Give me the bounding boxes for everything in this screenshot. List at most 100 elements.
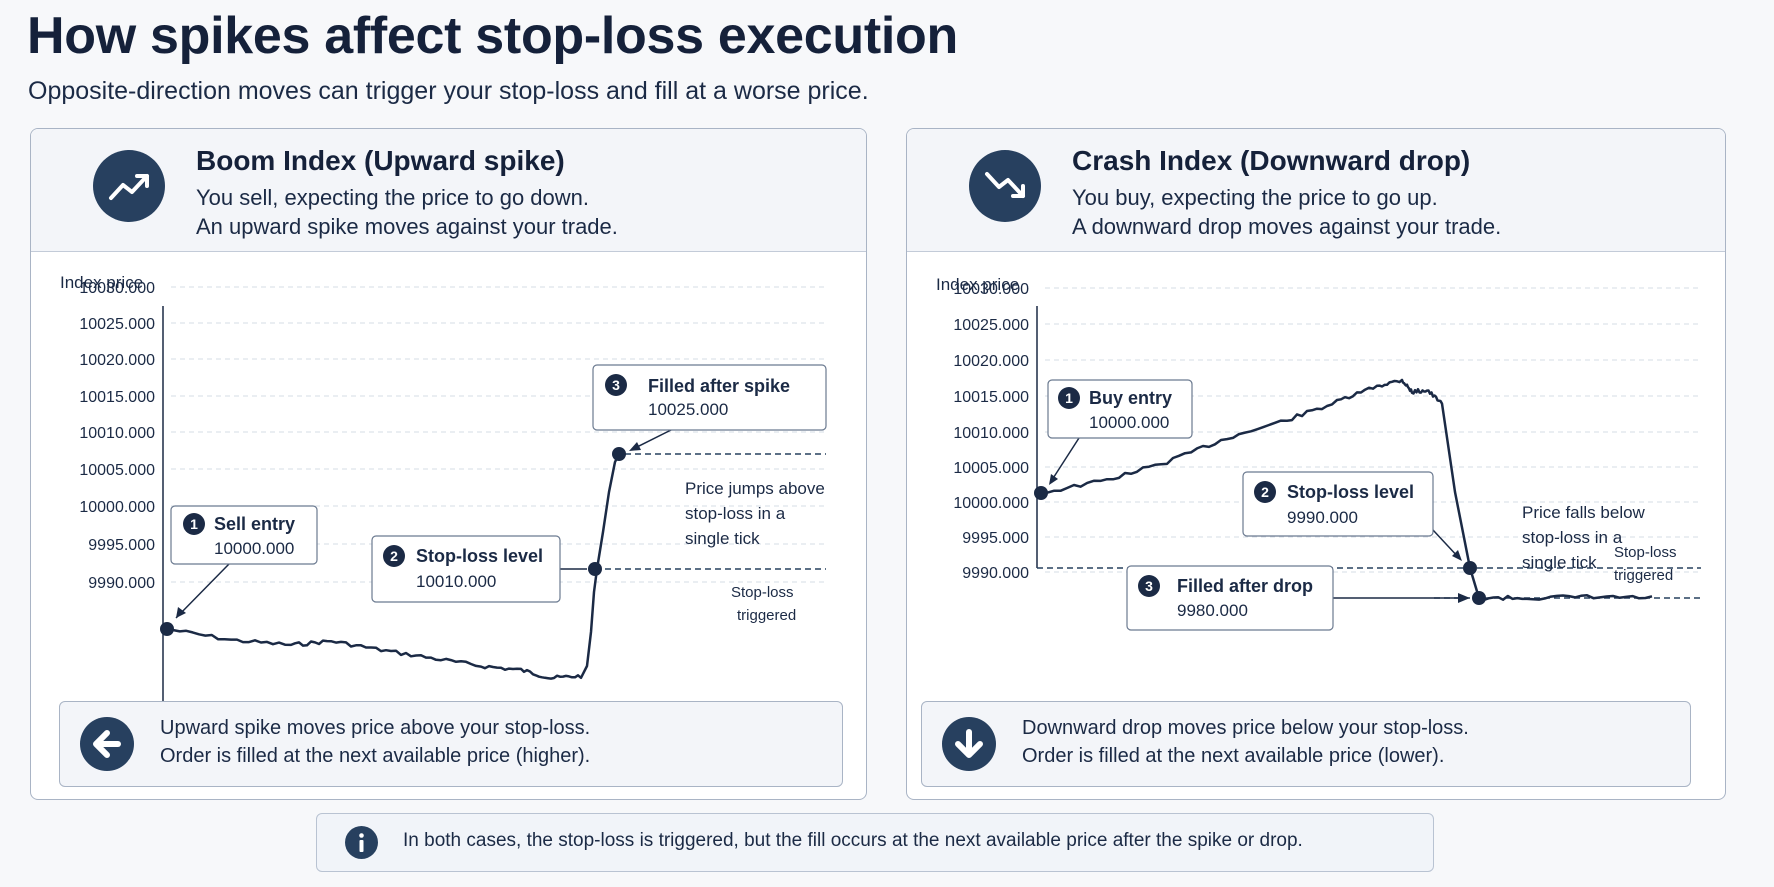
crash-panel-description-2: A downward drop moves against your trade… <box>1072 214 1502 239</box>
boom-y-tick-label: 10030.000 <box>79 280 155 297</box>
boom-stop-loss-step: 2 <box>390 548 398 564</box>
boom-entry-pointer <box>175 563 230 619</box>
crash-y-tick-label: 10025.000 <box>953 317 1029 334</box>
boom-stop-loss-point <box>588 562 602 576</box>
crash-entry-step-badge <box>1058 387 1080 409</box>
boom-stop-loss-label: Stop-loss level <box>416 546 543 566</box>
page-title: How spikes affect stop-loss execution <box>27 7 958 65</box>
crash-fill-step-badge <box>1138 575 1160 597</box>
crash-entry-callout <box>1047 379 1193 439</box>
crash-fill-point <box>1472 591 1486 605</box>
crash-y-tick-label: 10030.000 <box>953 281 1029 298</box>
boom-fill-step: 3 <box>612 377 620 393</box>
boom-y-tick-label: 9995.000 <box>88 537 155 554</box>
crash-y-tick-label: 9995.000 <box>962 530 1029 547</box>
crash-stop-loss-value: 9990.000 <box>1287 508 1358 527</box>
crash-chart-overlay: Stop-loss triggered <box>1614 544 1677 584</box>
boom-note-line-2: Order is filled at the next available pr… <box>160 745 591 767</box>
boom-triggered-2: triggered <box>737 607 796 624</box>
boom-entry-pointer-head <box>176 607 186 618</box>
crash-stop-loss-pointer-head <box>1452 550 1462 561</box>
boom-fill-pointer-head <box>629 442 641 451</box>
crash-entry-label: Buy entry <box>1089 388 1172 408</box>
crash-entry-point <box>1034 486 1048 500</box>
crash-note-line-2: Order is filled at the next available pr… <box>1022 745 1445 767</box>
crash-y-tick-label: 9990.000 <box>962 565 1029 582</box>
boom-panel-description-1: You sell, expecting the price to go down… <box>196 185 590 210</box>
trending-down-icon <box>969 150 1041 222</box>
crash-entry-pointer-head <box>1049 474 1058 485</box>
boom-annotation-1: Price jumps above <box>685 479 825 498</box>
crash-triggered-2: triggered <box>1614 567 1673 584</box>
boom-y-tick-label: 10025.000 <box>79 316 155 333</box>
boom-y-tick-label: 10015.000 <box>79 389 155 406</box>
crash-price-line <box>1040 378 1653 602</box>
boom-panel: Boom Index (Upward spike) You sell, expe… <box>30 128 867 800</box>
crash-entry-pointer <box>1049 437 1080 484</box>
crash-stop-loss-step: 2 <box>1261 484 1269 500</box>
boom-stop-loss-callout <box>371 535 561 603</box>
crash-y-tick-label: 10015.000 <box>953 389 1029 406</box>
crash-y-tick-label: 10005.000 <box>953 460 1029 477</box>
boom-panel-description-2: An upward spike moves against your trade… <box>196 214 618 239</box>
boom-fill-label: Filled after spike <box>648 376 790 396</box>
footer-text: In both cases, the stop-loss is triggere… <box>403 830 1303 851</box>
boom-stop-loss-step-badge <box>383 545 405 567</box>
arrow-left-icon <box>80 717 134 771</box>
crash-stop-loss-label: Stop-loss level <box>1287 482 1414 502</box>
boom-price-line <box>166 453 621 680</box>
crash-panel-title: Crash Index (Downward drop) <box>1072 145 1471 176</box>
boom-panel-header: Boom Index (Upward spike) You sell, expe… <box>31 129 866 252</box>
boom-entry-step: 1 <box>190 516 198 532</box>
crash-entry-value: 10000.000 <box>1089 413 1169 432</box>
boom-fill-callout <box>592 364 827 431</box>
boom-y-tick-label: 10020.000 <box>79 352 155 369</box>
crash-triggered-1: Stop-loss <box>1614 544 1677 561</box>
crash-fill-label: Filled after drop <box>1177 576 1313 596</box>
crash-panel-header: Crash Index (Downward drop) You buy, exp… <box>907 129 1725 252</box>
boom-note: Upward spike moves price above your stop… <box>59 701 843 787</box>
boom-fill-point <box>612 447 626 461</box>
boom-y-tick-label: 9990.000 <box>88 575 155 592</box>
boom-entry-point <box>160 622 174 636</box>
boom-fill-value: 10025.000 <box>648 400 728 419</box>
crash-fill-value: 9980.000 <box>1177 601 1248 620</box>
crash-stop-loss-step-badge <box>1254 481 1276 503</box>
crash-y-tick-label: 10000.000 <box>953 495 1029 512</box>
trending-up-icon <box>93 150 165 222</box>
boom-entry-label: Sell entry <box>214 514 295 534</box>
boom-annotation-3: single tick <box>685 529 760 548</box>
info-icon <box>345 826 378 859</box>
crash-fill-step: 3 <box>1145 578 1153 594</box>
page-subtitle: Opposite-direction moves can trigger you… <box>28 77 869 105</box>
crash-annotation-2: stop-loss in a <box>1522 528 1623 547</box>
crash-y-tick-label: 10020.000 <box>953 353 1029 370</box>
boom-y-tick-label: 10010.000 <box>79 425 155 442</box>
crash-y-axis-ticks: 10030.000 10025.000 10020.000 10015.000 1001… <box>953 281 1029 582</box>
crash-stop-loss-callout <box>1242 471 1434 537</box>
boom-annotation-2: stop-loss in a <box>685 504 786 523</box>
crash-entry-step: 1 <box>1065 390 1073 406</box>
boom-note-line-1: Upward spike moves price above your stop… <box>160 717 591 739</box>
boom-stop-loss-value: 10010.000 <box>416 572 496 591</box>
crash-panel: Crash Index (Downward drop) You buy, exp… <box>906 128 1726 800</box>
boom-y-tick-label: 10000.000 <box>79 499 155 516</box>
crash-chart: Index price 10030.00010025.00010020.0001… <box>936 275 1701 631</box>
boom-entry-step-badge <box>183 513 205 535</box>
boom-fill-step-badge <box>605 374 627 396</box>
crash-y-tick-label: 10010.000 <box>953 425 1029 442</box>
boom-entry-value: 10000.000 <box>214 539 294 558</box>
crash-note-line-1: Downward drop moves price below your sto… <box>1022 717 1469 739</box>
boom-y-tick-label: 10005.000 <box>79 462 155 479</box>
arrow-down-icon <box>942 717 996 771</box>
crash-fill-callout <box>1126 565 1334 631</box>
crash-fill-pointer-head <box>1458 593 1470 603</box>
boom-chart: Index price 10030.00010025.00010020.0001… <box>60 273 827 702</box>
footer-note: In both cases, the stop-loss is triggere… <box>316 813 1434 872</box>
boom-entry-callout <box>170 505 318 565</box>
crash-stop-loss-point <box>1463 561 1477 575</box>
boom-y-axis-label: Index price <box>60 273 143 292</box>
crash-panel-description-1: You buy, expecting the price to go up. <box>1072 185 1438 210</box>
boom-y-axis-ticks: 10030.000 10025.000 10020.000 10015.000 1001… <box>79 280 155 592</box>
crash-annotation-3: single tick <box>1522 553 1597 572</box>
